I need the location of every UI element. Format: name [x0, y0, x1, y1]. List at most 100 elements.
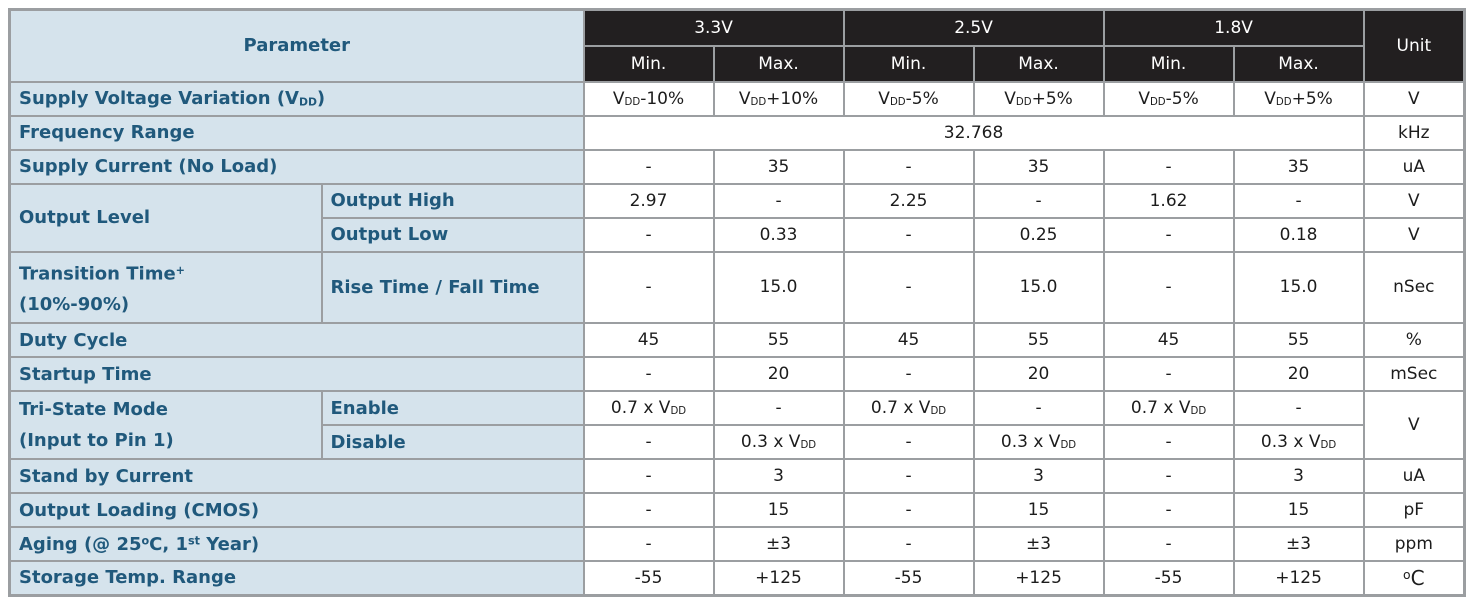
value-cell: 0.3 x VDD [712, 424, 845, 461]
voltage-header-1v8: 1.8V [1102, 8, 1365, 47]
value-cell: - [1102, 250, 1235, 325]
param-cell-frequency-range: Frequency Range [8, 114, 585, 151]
vdd-subscript: DD [1149, 96, 1166, 108]
value-cell: 35 [972, 148, 1105, 185]
value-cell: 15 [1232, 492, 1365, 529]
table-row-transition-time: Transition Time+ (10%-90%) Rise Time / F… [8, 250, 1466, 325]
subparam-cell-rise-fall-time: Rise Time / Fall Time [320, 250, 585, 325]
cell-text: V [878, 88, 890, 109]
value-cell: - [582, 492, 715, 529]
value-cell: 55 [972, 322, 1105, 359]
table-row-standby-current: Stand by Current - 3 - 3 - 3 uA [8, 458, 1466, 495]
value-cell: ±3 [712, 526, 845, 563]
cell-text: -10% [640, 88, 685, 109]
cell-text: 0.3 x V [1260, 432, 1321, 453]
cell-text: Transition Time+ [19, 255, 313, 290]
subparam-cell-disable: Disable [320, 424, 585, 461]
param-cell-transition-time: Transition Time+ (10%-90%) [8, 250, 323, 325]
value-cell: 45 [582, 322, 715, 359]
value-cell: -55 [1102, 560, 1235, 597]
value-cell: 0.7 x VDD [1102, 390, 1235, 427]
value-cell: 55 [712, 322, 845, 359]
vdd-subscript: DD [298, 95, 317, 109]
value-cell: 0.3 x VDD [1232, 424, 1365, 461]
value-cell: VDD-10% [582, 80, 715, 117]
cell-text: C, 1 [149, 533, 189, 555]
value-cell: - [972, 182, 1105, 219]
min-header: Min. [1102, 44, 1235, 83]
vdd-subscript: DD [889, 96, 906, 108]
value-cell: VDD-5% [842, 80, 975, 117]
unit-cell: nSec [1362, 250, 1466, 325]
spec-table: Parameter 3.3V 2.5V 1.8V Unit Min. Max. … [8, 8, 1467, 597]
value-cell: 45 [1102, 322, 1235, 359]
min-header: Min. [842, 44, 975, 83]
value-cell: 0.25 [972, 217, 1105, 253]
vdd-subscript: DD [930, 406, 947, 418]
value-cell: 20 [712, 356, 845, 393]
value-cell: 35 [1232, 148, 1365, 185]
min-header: Min. [582, 44, 715, 83]
value-cell: 20 [1232, 356, 1365, 393]
unit-header: Unit [1362, 8, 1466, 83]
max-header: Max. [1232, 44, 1365, 83]
value-cell: 15.0 [1232, 250, 1365, 325]
vdd-subscript: DD [1190, 406, 1207, 418]
value-cell: VDD+10% [712, 80, 845, 117]
value-cell: - [712, 390, 845, 427]
param-cell-output-loading: Output Loading (CMOS) [8, 492, 585, 529]
value-cell: ±3 [1232, 526, 1365, 563]
value-cell: - [1232, 390, 1365, 427]
value-cell: - [842, 217, 975, 253]
voltage-header-3v3: 3.3V [582, 8, 845, 47]
degree-superscript: o [1403, 566, 1411, 582]
table-row-output-high: Output Level Output High 2.97 - 2.25 - 1… [8, 182, 1466, 253]
value-cell: ±3 [972, 526, 1105, 563]
cell-text: V [1004, 88, 1016, 109]
table-row-aging: Aging (@ 25oC, 1st Year) - ±3 - ±3 - ±3 … [8, 526, 1466, 563]
unit-cell: V [1362, 80, 1466, 117]
value-cell: - [582, 148, 715, 185]
value-cell: - [1102, 492, 1235, 529]
unit-cell: V [1362, 390, 1466, 461]
table-row-frequency-range: Frequency Range 32.768 kHz [8, 114, 1466, 151]
unit-cell: % [1362, 322, 1466, 359]
value-cell: - [842, 148, 975, 185]
value-cell: - [582, 458, 715, 495]
cell-text: -5% [1165, 88, 1199, 109]
value-cell: 0.18 [1232, 217, 1365, 253]
max-header: Max. [972, 44, 1105, 83]
param-cell-standby-current: Stand by Current [8, 458, 585, 495]
value-cell: 0.7 x VDD [582, 390, 715, 427]
cell-text: V [1138, 88, 1150, 109]
ordinal-superscript: st [188, 534, 200, 547]
value-cell: - [1102, 217, 1235, 253]
value-cell: - [842, 250, 975, 325]
subparam-cell-enable: Enable [320, 390, 585, 427]
vdd-subscript: DD [1275, 96, 1292, 108]
value-cell: - [582, 424, 715, 461]
param-cell-duty-cycle: Duty Cycle [8, 322, 585, 359]
header-row-minmax: Min. Max. Min. Max. Min. Max. [10, 44, 1465, 83]
value-cell: -55 [842, 560, 975, 597]
value-cell: 55 [1232, 322, 1365, 359]
value-cell: - [842, 356, 975, 393]
cell-text: +5% [1291, 88, 1333, 109]
table-row-tristate-enable: Tri-State Mode (Input to Pin 1) Enable 0… [8, 390, 1466, 461]
value-cell: 3 [972, 458, 1105, 495]
value-cell: - [842, 424, 975, 461]
max-header: Max. [712, 44, 845, 83]
param-cell-startup-time: Startup Time [8, 356, 585, 393]
table-row-output-low: Output Low - 0.33 - 0.25 - 0.18 V [10, 217, 1466, 253]
table-row-duty-cycle: Duty Cycle 45 55 45 55 45 55 % [8, 322, 1466, 359]
value-cell: -55 [582, 560, 715, 597]
unit-cell: V [1362, 217, 1466, 253]
subparam-cell-output-low: Output Low [320, 217, 585, 253]
degree-superscript: o [141, 534, 150, 547]
cell-text: 0.7 x V [870, 398, 931, 419]
table-row-tristate-disable: Disable - 0.3 x VDD - 0.3 x VDD - 0.3 x … [10, 424, 1465, 461]
value-cell: 20 [972, 356, 1105, 393]
value-cell: VDD-5% [1102, 80, 1235, 117]
vdd-subscript: DD [800, 440, 817, 452]
value-cell: - [1102, 148, 1235, 185]
